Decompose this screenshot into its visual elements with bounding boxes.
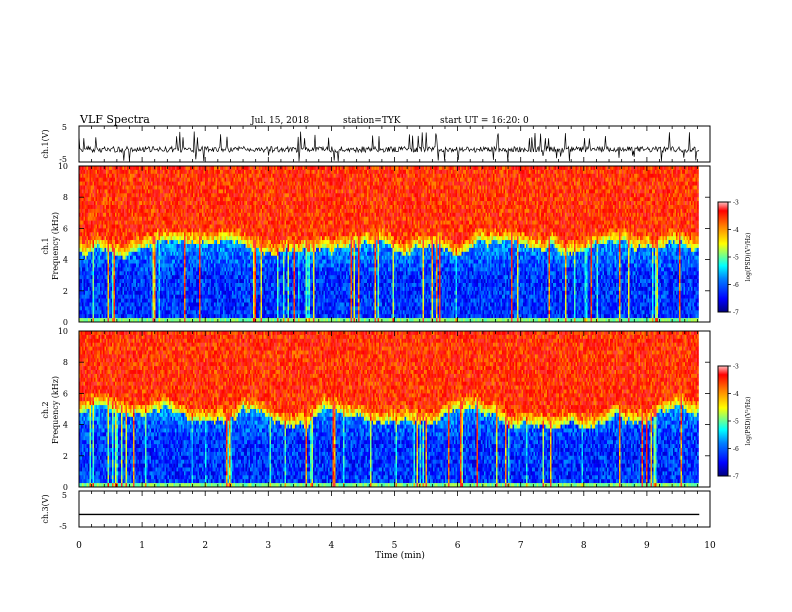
figure-title: VLF Spectra	[79, 113, 150, 126]
ch1-waveform-ticks	[79, 126, 710, 162]
ch1-waveform-trace	[79, 132, 699, 162]
ch1-waveform-frame	[79, 126, 710, 162]
ch1-ytick-5: 5	[62, 123, 67, 132]
ch1-waveform-line	[79, 132, 699, 162]
ch1-waveform-panel: 5 -5 ch.1(V)	[41, 123, 710, 164]
ch1-spectrogram-image	[79, 166, 699, 322]
ch1-waveform-ylabel: ch.1(V)	[41, 129, 50, 158]
start-time-label: start UT = 16:20: 0	[440, 116, 529, 126]
date-label: Jul. 15, 2018	[250, 116, 309, 126]
station-label: station=TYK	[343, 116, 401, 126]
